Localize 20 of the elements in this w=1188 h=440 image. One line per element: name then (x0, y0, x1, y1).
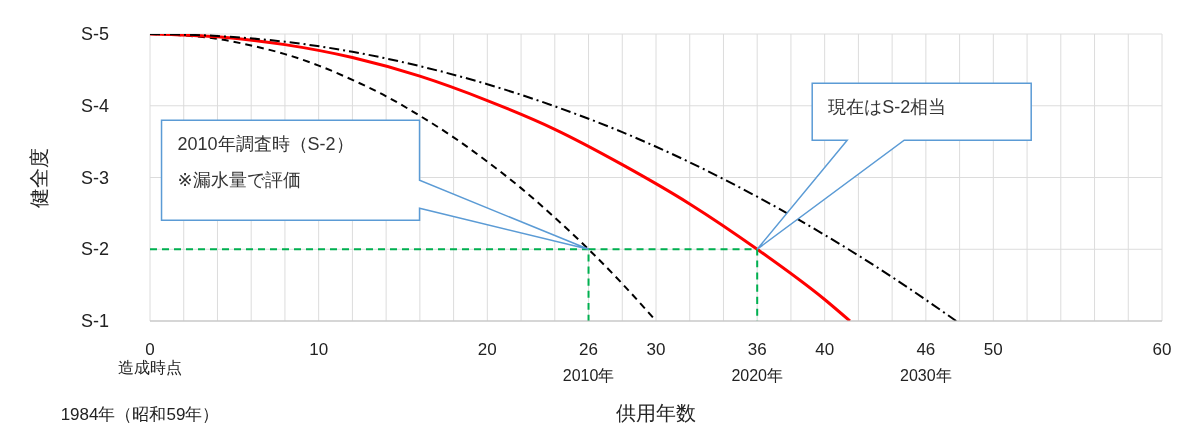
x-tick-label: 40 (815, 340, 835, 359)
text: S-2 (80, 239, 110, 260)
x-tick-label: 60 (1152, 340, 1172, 359)
x-tick-label: 0 造成時点 (118, 340, 182, 376)
text: S-4 (80, 95, 110, 116)
x-tick-label: 46 2030年 (900, 340, 952, 384)
x-tick-label: 30 (646, 340, 666, 359)
x-tick-label: 50 (983, 340, 1003, 359)
x-tick-label: 36 2020年 (731, 340, 783, 384)
x-axis-title: 供用年数 (616, 402, 696, 424)
annotation: 現在はS-2相当 (828, 97, 947, 118)
annotation: 2010年調査時（S-2） ※漏水量で評価 (177, 134, 354, 191)
x-tick-label: 26 2010年 (562, 340, 615, 384)
x-tick-label: 20 (477, 340, 497, 359)
text: S-3 (80, 167, 110, 188)
text: S-5 (80, 24, 110, 44)
x-tick-label: 10 (309, 340, 329, 359)
y-axis-title: 健全度 (28, 147, 50, 208)
text: S-1 (80, 311, 110, 331)
text: 1984年（昭和59年） (60, 405, 220, 424)
